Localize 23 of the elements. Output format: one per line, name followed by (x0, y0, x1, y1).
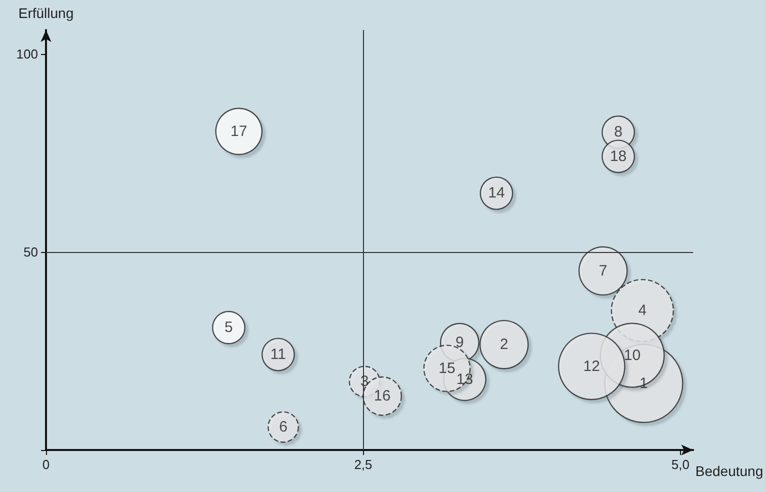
series-label: 14 (488, 184, 505, 202)
series-label: 9 (456, 334, 464, 352)
series-label: 12 (583, 358, 600, 375)
series-label: 2 (500, 336, 508, 354)
x-tick-label: 0 (42, 457, 50, 472)
series-label: 6 (279, 418, 288, 436)
series-label: 5 (224, 319, 233, 336)
x-axis-title: Bedeutung (695, 463, 764, 479)
series-label: 10 (624, 346, 641, 364)
y-tick-label: 100 (16, 46, 38, 62)
series-label: 17 (230, 122, 248, 140)
series-label: 15 (438, 360, 456, 377)
x-tick-label: 2,5 (354, 457, 372, 472)
series-label: 13 (456, 370, 474, 388)
y-axis-title: Erfüllung (18, 5, 74, 21)
series-label: 7 (598, 262, 608, 280)
series-label: 8 (614, 124, 622, 141)
y-tick-label: 50 (24, 244, 38, 260)
x-tick-label: 5,0 (671, 457, 690, 472)
series-label: 16 (374, 388, 391, 405)
series-label: 18 (610, 148, 627, 165)
series-label: 4 (638, 302, 647, 320)
series-label: 11 (270, 346, 286, 364)
